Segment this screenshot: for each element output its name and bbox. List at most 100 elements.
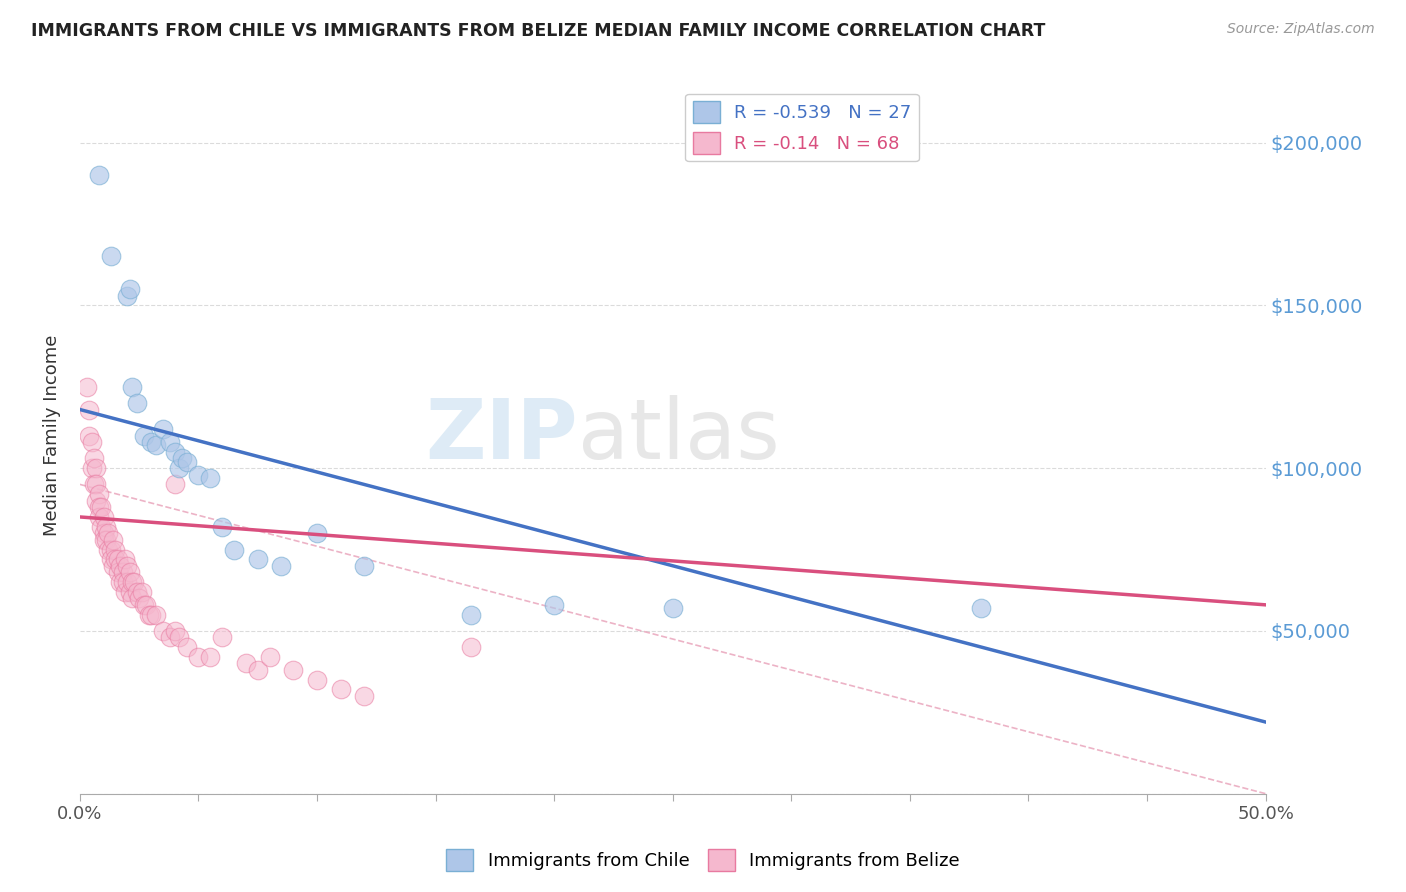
Point [121,575,143,590]
Point [107,566,129,580]
Point [211,519,233,533]
Point [152,624,174,638]
Point [163,445,186,459]
Point [353,558,375,573]
Point [87,168,110,182]
Point [97,542,120,557]
Point [305,526,328,541]
Point [246,552,269,566]
Point [104,542,127,557]
Point [353,689,375,703]
Point [132,428,155,442]
Point [117,575,139,590]
Point [170,451,193,466]
Point [100,552,122,566]
Text: ZIP: ZIP [426,395,578,476]
Text: Source: ZipAtlas.com: Source: ZipAtlas.com [1227,22,1375,37]
Text: IMMIGRANTS FROM CHILE VS IMMIGRANTS FROM BELIZE MEDIAN FAMILY INCOME CORRELATION: IMMIGRANTS FROM CHILE VS IMMIGRANTS FROM… [31,22,1045,40]
Point [83,477,105,491]
Point [139,607,162,622]
Point [97,526,120,541]
Point [93,526,115,541]
Point [135,598,157,612]
Point [125,584,148,599]
Point [124,575,146,590]
Point [79,428,101,442]
Point [460,640,482,655]
Point [111,575,134,590]
Point [187,649,209,664]
Point [200,471,222,485]
Point [87,500,110,515]
Point [543,598,565,612]
Point [169,461,191,475]
Point [211,631,233,645]
Point [970,601,993,615]
Point [111,566,134,580]
Point [200,649,222,664]
Point [93,510,115,524]
Point [259,649,281,664]
Point [94,519,117,533]
Point [163,477,186,491]
Point [86,461,108,475]
Point [108,558,131,573]
Point [139,435,162,450]
Point [94,533,117,547]
Point [118,584,141,599]
Point [176,454,198,468]
Point [101,558,124,573]
Point [100,542,122,557]
Point [246,663,269,677]
Point [104,552,127,566]
Point [121,380,143,394]
Point [270,558,292,573]
Point [80,461,103,475]
Point [128,591,150,606]
Point [86,477,108,491]
Point [79,402,101,417]
Point [90,500,112,515]
Point [305,673,328,687]
Point [138,607,160,622]
Point [87,510,110,524]
Point [125,396,148,410]
Point [131,584,153,599]
Point [176,640,198,655]
Point [90,519,112,533]
Point [87,487,110,501]
Point [118,566,141,580]
Point [83,451,105,466]
Point [159,435,181,450]
Point [101,533,124,547]
Point [145,438,167,452]
Point [235,657,257,671]
Point [460,607,482,622]
Point [163,624,186,638]
Point [145,607,167,622]
Point [118,282,141,296]
Point [107,552,129,566]
Point [108,575,131,590]
Legend: Immigrants from Chile, Immigrants from Belize: Immigrants from Chile, Immigrants from B… [439,842,967,879]
Point [222,542,245,557]
Point [114,552,136,566]
Point [114,584,136,599]
Point [132,598,155,612]
Point [76,380,98,394]
Legend: R = -0.539   N = 27, R = -0.14   N = 68: R = -0.539 N = 27, R = -0.14 N = 68 [686,94,918,161]
Point [117,558,139,573]
Point [159,631,181,645]
Point [93,533,115,547]
Point [329,682,352,697]
Y-axis label: Median Family Income: Median Family Income [44,334,60,536]
Point [187,467,209,482]
Point [121,591,143,606]
Point [169,631,191,645]
Point [86,493,108,508]
Point [661,601,683,615]
Point [100,250,122,264]
Point [152,422,174,436]
Text: atlas: atlas [578,395,780,476]
Point [283,663,305,677]
